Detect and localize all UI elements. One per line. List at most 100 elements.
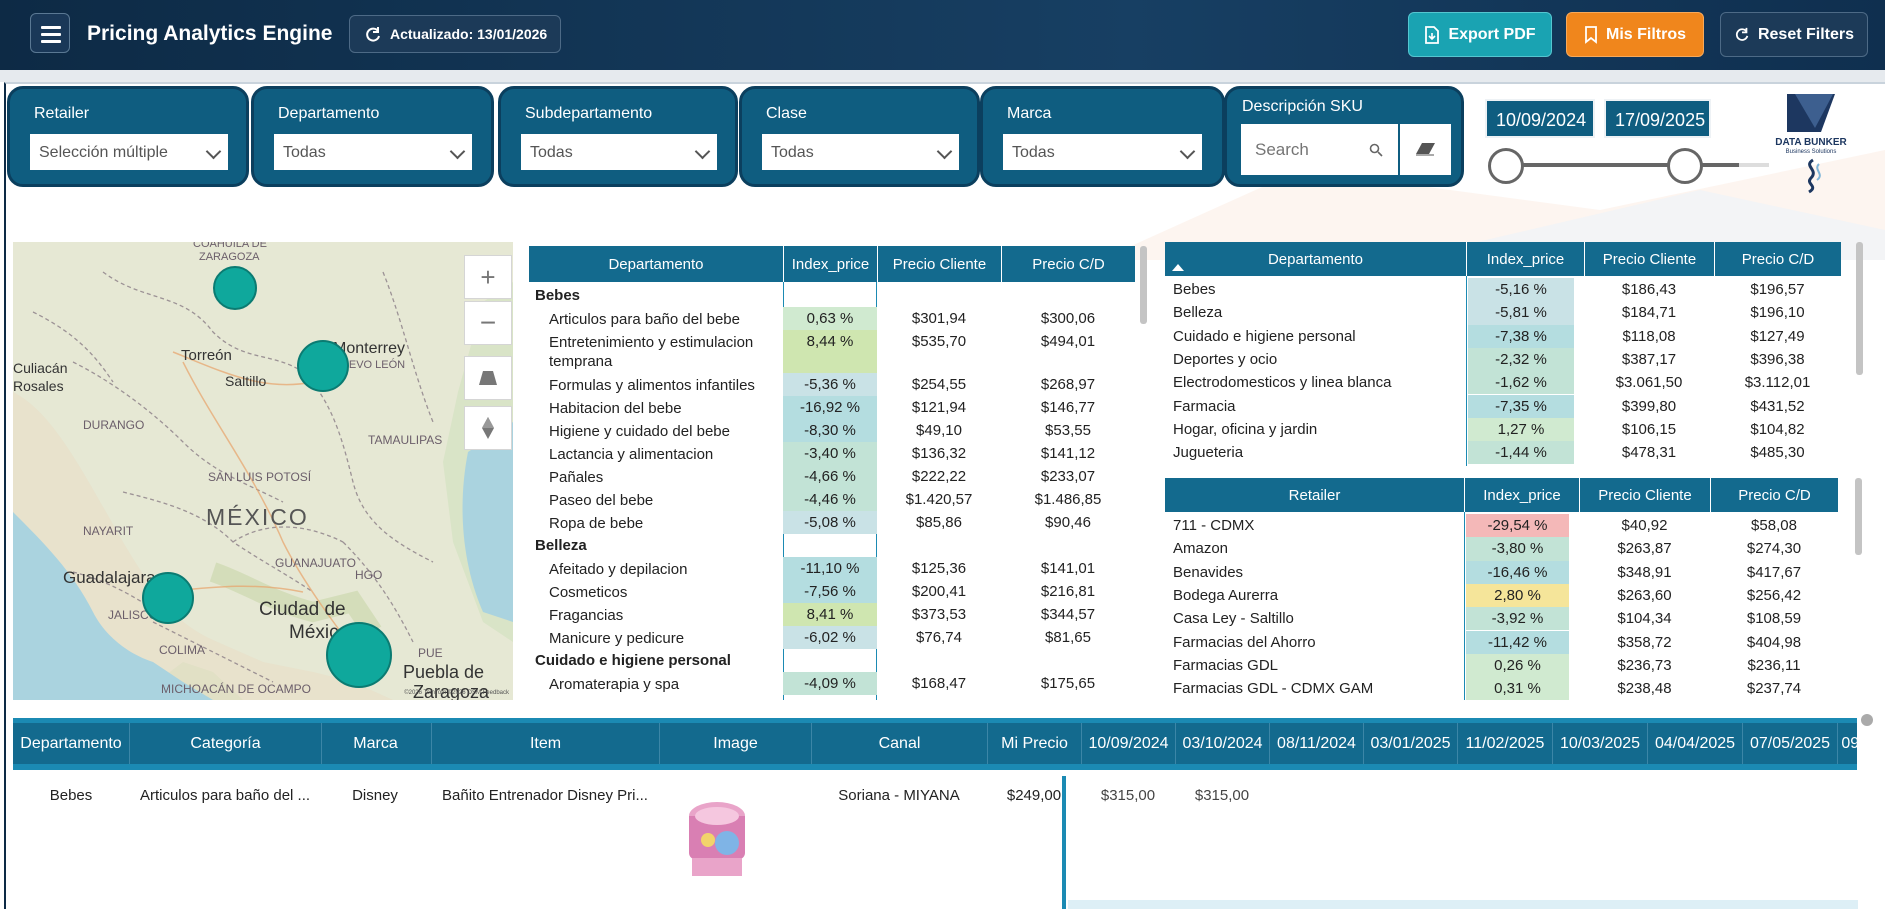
retailer-table-scrollbar[interactable] (1855, 478, 1862, 555)
column-header[interactable]: Precio C/D (1710, 478, 1838, 512)
compass-button[interactable] (464, 406, 512, 450)
updated-badge[interactable]: Actualizado: 13/01/2026 (349, 15, 561, 53)
table-row[interactable]: Formulas y alimentos infantiles -5,36 % $2… (529, 373, 1135, 396)
column-header[interactable]: Departamento (608, 255, 704, 273)
dept-table-scrollbar[interactable] (1140, 246, 1147, 324)
table-row[interactable]: Casa Ley - Saltillo -3,92 % $104,34 $108,59 (1165, 607, 1838, 631)
column-header[interactable]: Item (431, 723, 659, 764)
map-bubble[interactable] (297, 340, 349, 392)
sku-search-input[interactable] (1241, 124, 1361, 175)
map-bubble[interactable] (326, 622, 392, 688)
date-from[interactable]: 10/09/2024 (1485, 99, 1595, 138)
column-header[interactable]: Precio Cliente (1579, 478, 1710, 512)
table-row[interactable]: Jugueteria -1,44 % $478,31 $485,30 (1165, 441, 1841, 465)
group-header[interactable]: Cuidado e higiene personal (535, 651, 731, 669)
product-table-scroll-handle[interactable] (1861, 714, 1873, 726)
date-slider-handle-start[interactable] (1488, 148, 1524, 184)
marca-slicer[interactable]: Marca Todas (980, 86, 1225, 187)
subdepartamento-dropdown[interactable]: Todas (521, 134, 717, 170)
subdepartamento-slicer[interactable]: Subdepartamento Todas (498, 86, 738, 187)
retailer-slicer[interactable]: Retailer Selección múltiple (7, 86, 249, 187)
column-header[interactable]: 08/11/2024 (1269, 723, 1363, 764)
departamento-slicer[interactable]: Departamento Todas (251, 86, 494, 187)
column-header[interactable]: Retailer (1288, 486, 1341, 504)
column-header[interactable]: Index_price (783, 246, 877, 282)
horizontal-scroll[interactable] (1068, 900, 1858, 909)
table-row[interactable]: Pañales -4,66 % $222,22 $233,07 (529, 465, 1135, 488)
table-row[interactable]: Benavides -16,46 % $348,91 $417,67 (1165, 560, 1838, 584)
column-header[interactable]: Precio Cliente (877, 246, 1001, 282)
product-image[interactable] (672, 788, 762, 888)
table-row[interactable]: Afeitado y depilacion -11,10 % $125,36 $141… (529, 557, 1135, 580)
column-header[interactable]: Departamento (20, 734, 122, 752)
group-header[interactable]: Bebes (535, 286, 581, 304)
column-header[interactable]: Marca (321, 723, 429, 764)
clase-dropdown[interactable]: Todas (762, 134, 959, 170)
retailer-dropdown[interactable]: Selección múltiple (30, 134, 228, 170)
date-slider-handle-end[interactable] (1667, 148, 1703, 184)
table-row[interactable]: Cosmeticos -7,56 % $200,41 $216,81 (529, 580, 1135, 603)
clear-button[interactable] (1400, 124, 1451, 175)
date-to[interactable]: 17/09/2025 (1604, 99, 1711, 138)
sort-ascending-icon[interactable] (1172, 264, 1184, 271)
table-row[interactable]: Lactancia y alimentacion -3,40 % $136,32 $1… (529, 442, 1135, 465)
summary-table-scrollbar[interactable] (1856, 242, 1863, 375)
table-row[interactable]: 711 - CDMX -29,54 % $40,92 $58,08 (1165, 514, 1838, 538)
column-header[interactable]: 03/10/2024 (1175, 723, 1269, 764)
mis-filtros-button[interactable]: Mis Filtros (1566, 12, 1704, 57)
column-header[interactable]: Precio C/D (1714, 242, 1841, 276)
menu-button[interactable] (30, 13, 70, 53)
tilt-button[interactable] (464, 356, 512, 400)
table-row[interactable]: Higiene y cuidado del bebe -8,30 % $49,10 $… (529, 419, 1135, 442)
table-row[interactable]: Paseo del bebe -4,46 % $1.420,57 $1.486,85 (529, 488, 1135, 511)
column-header[interactable]: Canal (811, 723, 987, 764)
table-row[interactable]: Articulos para baño del bebe 0,63 % $301,9… (529, 307, 1135, 330)
column-header[interactable]: Precio C/D (1001, 246, 1135, 282)
column-header[interactable]: 09/ (1837, 723, 1867, 764)
column-header[interactable]: Index_price (1464, 478, 1579, 512)
sku-search-box[interactable] (1241, 124, 1398, 175)
table-row[interactable]: Electrodomesticos y linea blanca -1,62 % $… (1165, 371, 1841, 395)
reset-filters-button[interactable]: Reset Filters (1720, 12, 1868, 57)
table-row[interactable]: Manicure y pedicure -6,02 % $76,74 $81,65 (529, 626, 1135, 649)
table-row[interactable]: Bebes -5,16 % $186,43 $196,57 (1165, 278, 1841, 302)
departamento-dropdown[interactable]: Todas (274, 134, 472, 170)
column-header[interactable]: Image (659, 723, 811, 764)
column-header[interactable]: 11/02/2025 (1457, 723, 1552, 764)
table-row[interactable]: Ropa de bebe -5,08 % $85,86 $90,46 (529, 511, 1135, 534)
map-visual[interactable]: COAHUILA DE ZARAGOZA Torreón Monterrey N… (13, 242, 513, 700)
table-row[interactable]: Fragancias 8,41 % $373,53 $344,57 (529, 603, 1135, 626)
table-row[interactable]: Belleza -5,81 % $184,71 $196,10 (1165, 301, 1841, 325)
date-slider-track[interactable] (1505, 163, 1739, 167)
group-header[interactable]: Belleza (535, 536, 587, 554)
table-row[interactable]: Farmacias del Ahorro -11,42 % $358,72 $404,… (1165, 630, 1838, 654)
clase-slicer[interactable]: Clase Todas (739, 86, 980, 187)
column-header[interactable]: 04/04/2025 (1647, 723, 1742, 764)
marca-dropdown[interactable]: Todas (1003, 134, 1202, 170)
column-header[interactable]: 10/03/2025 (1552, 723, 1647, 764)
column-header[interactable]: 10/09/2024 (1081, 723, 1175, 764)
table-row[interactable]: Entretenimiento y estimulacion temprana 8… (529, 330, 1135, 373)
column-header[interactable]: 03/01/2025 (1363, 723, 1457, 764)
table-row[interactable]: Deportes y ocio -2,32 % $387,17 $396,38 (1165, 347, 1841, 372)
table-row[interactable]: Aromaterapia y spa -4,09 % $168,47 $175,65 (529, 672, 1135, 695)
map-bubble[interactable] (213, 266, 257, 310)
column-header[interactable]: Departamento (1267, 250, 1364, 268)
map-bubble[interactable] (142, 572, 194, 624)
column-header[interactable]: Index_price (1466, 242, 1584, 276)
table-row[interactable]: Habitacion del bebe -16,92 % $121,94 $146,7… (529, 396, 1135, 419)
export-pdf-button[interactable]: Export PDF (1408, 12, 1552, 57)
table-row[interactable]: Farmacia -7,35 % $399,80 $431,52 (1165, 394, 1841, 418)
map-canvas[interactable] (13, 242, 513, 700)
column-header[interactable]: Categoría (129, 723, 321, 764)
table-row[interactable]: Cuidado e higiene personal -7,38 % $118,08… (1165, 324, 1841, 348)
column-header[interactable]: 07/05/2025 (1742, 723, 1837, 764)
zoom-in-button[interactable]: + (464, 255, 512, 299)
column-header[interactable]: Precio Cliente (1584, 242, 1714, 276)
table-row[interactable]: Farmacias GDL 0,26 % $236,73 $236,11 (1165, 653, 1838, 678)
column-header[interactable]: Mi Precio (987, 723, 1081, 764)
zoom-out-button[interactable]: − (464, 301, 512, 345)
table-row[interactable]: Amazon -3,80 % $263,87 $274,30 (1165, 537, 1838, 561)
table-row[interactable]: Farmacias GDL - CDMX GAM 0,31 % $238,48 $23… (1165, 677, 1838, 701)
table-row[interactable]: Bodega Aurerra 2,80 % $263,60 $256,42 (1165, 583, 1838, 608)
